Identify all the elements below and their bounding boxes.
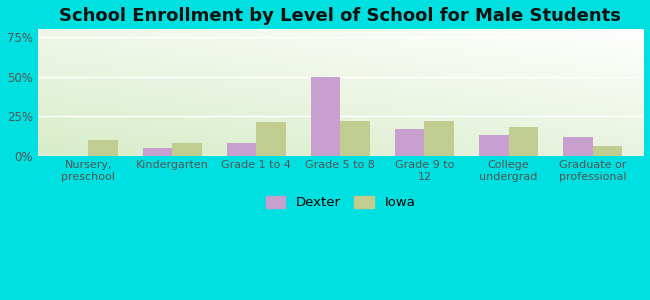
Bar [227,143,256,155]
Bar [479,135,508,155]
Bar [256,122,286,155]
Legend: Dexter, Iowa: Dexter, Iowa [260,190,421,214]
Title: School Enrollment by Level of School for Male Students: School Enrollment by Level of School for… [60,7,621,25]
Bar [88,140,118,155]
Bar [563,136,593,155]
Bar [341,121,370,155]
Bar [508,127,538,155]
Bar [172,143,202,155]
Bar [143,148,172,155]
Bar [311,76,341,155]
Bar [593,146,622,155]
Bar [395,129,424,155]
Bar [424,121,454,155]
